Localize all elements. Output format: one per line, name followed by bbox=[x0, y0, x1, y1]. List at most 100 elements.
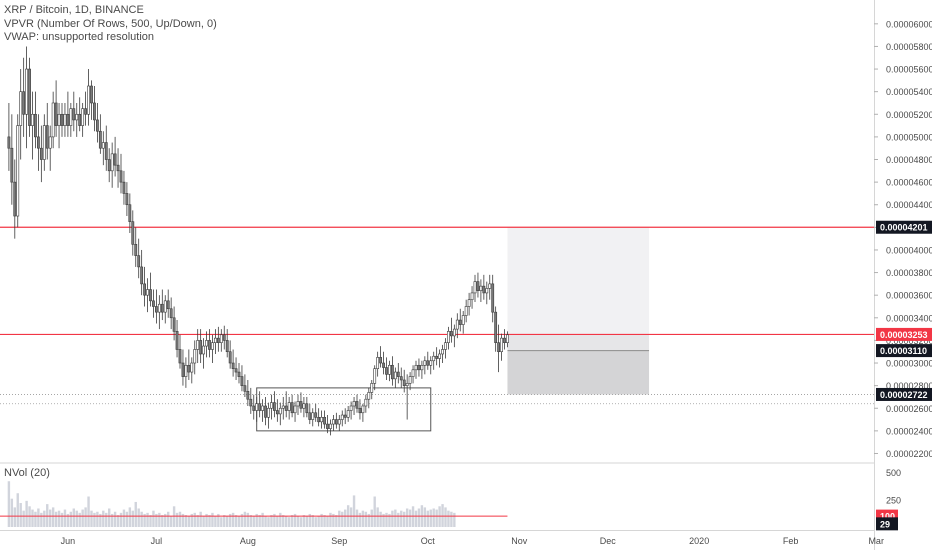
volume-bar bbox=[397, 512, 400, 527]
candle-body bbox=[101, 142, 105, 149]
volume-bar bbox=[450, 511, 453, 527]
candle-body bbox=[93, 102, 96, 121]
volume-bar bbox=[37, 508, 40, 527]
legend-vpvr-indicator[interactable]: VPVR (Number Of Rows, 500, Up/Down, 0) bbox=[4, 17, 217, 30]
volume-bar bbox=[113, 511, 117, 527]
candle-body bbox=[208, 340, 211, 350]
time-tick-label: Jun bbox=[61, 536, 76, 546]
candle-body bbox=[81, 108, 85, 126]
candle-body bbox=[432, 355, 436, 362]
candle-body bbox=[199, 340, 203, 355]
volume-bar bbox=[93, 512, 96, 527]
volume-bar bbox=[190, 513, 193, 527]
candle-body bbox=[317, 416, 321, 423]
volume-bar bbox=[391, 510, 394, 527]
candle-body bbox=[19, 91, 23, 126]
candle-body bbox=[13, 181, 17, 217]
volume-bar bbox=[178, 511, 182, 527]
legend-symbol-title[interactable]: XRP / Bitcoin, 1D, BINANCE bbox=[4, 4, 144, 16]
candle-body bbox=[441, 349, 444, 355]
time-axis[interactable]: Jun Jul Aug Sep Oct Nov Dec 2020 Feb Mar bbox=[61, 536, 884, 546]
volume-bar bbox=[385, 512, 388, 527]
volume-bar bbox=[60, 512, 64, 527]
chart-legend: XRP / Bitcoin, 1D, BINANCE VPVR (Number … bbox=[4, 4, 217, 45]
volume-bar bbox=[352, 495, 356, 527]
candle-body bbox=[455, 319, 459, 330]
candle-body bbox=[423, 360, 427, 366]
time-tick-label: Oct bbox=[421, 536, 436, 546]
volume-bar bbox=[317, 516, 320, 527]
volume-bar bbox=[438, 506, 441, 527]
volume-bar bbox=[214, 516, 217, 527]
candle-body bbox=[169, 308, 173, 319]
volume-bar bbox=[320, 513, 323, 527]
candle-body bbox=[452, 328, 456, 337]
candle-body bbox=[137, 255, 141, 268]
time-tick-label: Mar bbox=[868, 536, 884, 546]
candle-body bbox=[461, 315, 465, 325]
candle-body bbox=[458, 319, 462, 325]
price-tick-label: 0.00002600 bbox=[886, 404, 932, 414]
candle-body bbox=[225, 340, 229, 353]
candle-body bbox=[246, 390, 250, 400]
candle-body bbox=[39, 147, 43, 160]
volume-bar bbox=[258, 515, 261, 527]
candle-body bbox=[54, 102, 58, 126]
volume-tag-label: 100 bbox=[880, 512, 895, 522]
volume-bar bbox=[7, 481, 11, 527]
candle-body bbox=[302, 403, 306, 409]
candle-body bbox=[376, 357, 380, 369]
candle-body bbox=[116, 164, 120, 172]
candle-body bbox=[255, 403, 259, 411]
candle-body bbox=[473, 281, 477, 294]
volume-bar bbox=[302, 515, 306, 527]
price-tag-label: 0.00003253 bbox=[880, 330, 928, 340]
volume-bar bbox=[355, 509, 359, 527]
volume-bar bbox=[175, 512, 179, 527]
legend-vwap-indicator[interactable]: VWAP: unsupported resolution bbox=[4, 31, 155, 43]
candle-body bbox=[149, 289, 152, 302]
volume-indicator-label[interactable]: NVol (20) bbox=[4, 467, 50, 479]
candle-body bbox=[491, 283, 495, 313]
price-tick-label: 0.00005400 bbox=[886, 87, 932, 97]
volume-tag-label: 29 bbox=[880, 519, 890, 529]
candle-body bbox=[343, 414, 347, 418]
candle-body bbox=[51, 102, 55, 138]
candle-body bbox=[48, 136, 52, 149]
volume-bar bbox=[66, 513, 70, 527]
volume-bar bbox=[255, 513, 258, 527]
volume-tick-label: 500 bbox=[886, 468, 901, 478]
volume-bar bbox=[116, 515, 120, 527]
candle-body bbox=[299, 401, 303, 409]
candle-body bbox=[258, 403, 262, 411]
price-tag-box bbox=[876, 327, 932, 341]
volume-bar bbox=[240, 513, 244, 527]
price-tag-label: 0.00002722 bbox=[880, 390, 928, 400]
volume-bar bbox=[231, 512, 235, 527]
candle-body bbox=[267, 407, 270, 418]
candle-body bbox=[411, 369, 415, 377]
volume-bar bbox=[122, 509, 126, 527]
candle-body bbox=[231, 362, 235, 369]
candle-body bbox=[340, 414, 344, 420]
candle-body bbox=[414, 364, 418, 371]
candle-body bbox=[16, 125, 20, 217]
volume-bar bbox=[108, 508, 111, 527]
candle-body bbox=[296, 401, 300, 407]
volume-bar bbox=[81, 509, 84, 527]
candle-body bbox=[305, 403, 309, 414]
price-tags: 0.00004201 0.00003253 0.00003110 0.00002722… bbox=[876, 220, 932, 531]
volume-bar bbox=[51, 507, 55, 527]
candle-body bbox=[146, 289, 149, 296]
candle-body bbox=[222, 334, 226, 341]
volume-bar bbox=[423, 507, 427, 527]
candle-body bbox=[110, 153, 114, 172]
candle-body bbox=[36, 136, 40, 149]
volume-bar bbox=[13, 507, 16, 527]
candle-body bbox=[367, 392, 371, 400]
candle-body bbox=[482, 285, 486, 294]
candle-body bbox=[119, 170, 123, 183]
volume-bar bbox=[329, 512, 332, 527]
